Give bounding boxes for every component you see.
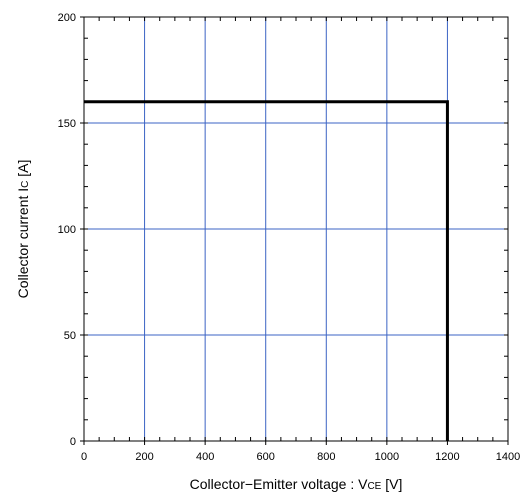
x-tick-label: 400 — [196, 451, 214, 463]
grid-layer — [84, 17, 508, 441]
x-tick-label: 600 — [257, 451, 275, 463]
x-axis-title-subscript: CE — [367, 481, 381, 492]
y-axis-title-subscript: C — [20, 181, 31, 188]
major-ticks-layer — [80, 16, 509, 445]
y-axis-title-main: Collector current I — [15, 188, 31, 298]
y-axis-title: Collector current IC [A] — [15, 160, 31, 299]
x-tick-label: 1000 — [375, 451, 399, 463]
y-tick-labels: 0 50 100 150 200 — [58, 12, 76, 448]
x-tick-label: 1200 — [435, 451, 459, 463]
minor-ticks-layer — [83, 16, 509, 442]
x-tick-label: 0 — [81, 451, 87, 463]
soa-boundary-line — [84, 100, 449, 441]
x-tick-labels: 0 200 400 600 800 1000 1200 1400 — [81, 451, 520, 463]
x-axis-title-main: Collector−Emitter voltage : V — [190, 476, 368, 492]
y-tick-label: 200 — [58, 12, 76, 24]
y-axis-title-unit: [A] — [15, 160, 31, 181]
x-axis-title-unit: [V] — [381, 476, 402, 492]
y-tick-label: 100 — [58, 224, 76, 236]
y-tick-label: 150 — [58, 118, 76, 130]
x-tick-label: 800 — [317, 451, 335, 463]
x-tick-label: 200 — [135, 451, 153, 463]
y-tick-label: 50 — [64, 330, 76, 342]
x-tick-label: 1400 — [496, 451, 520, 463]
y-tick-label: 0 — [70, 436, 76, 448]
series-layer — [84, 100, 449, 441]
x-axis-title: Collector−Emitter voltage : VCE [V] — [190, 476, 403, 492]
